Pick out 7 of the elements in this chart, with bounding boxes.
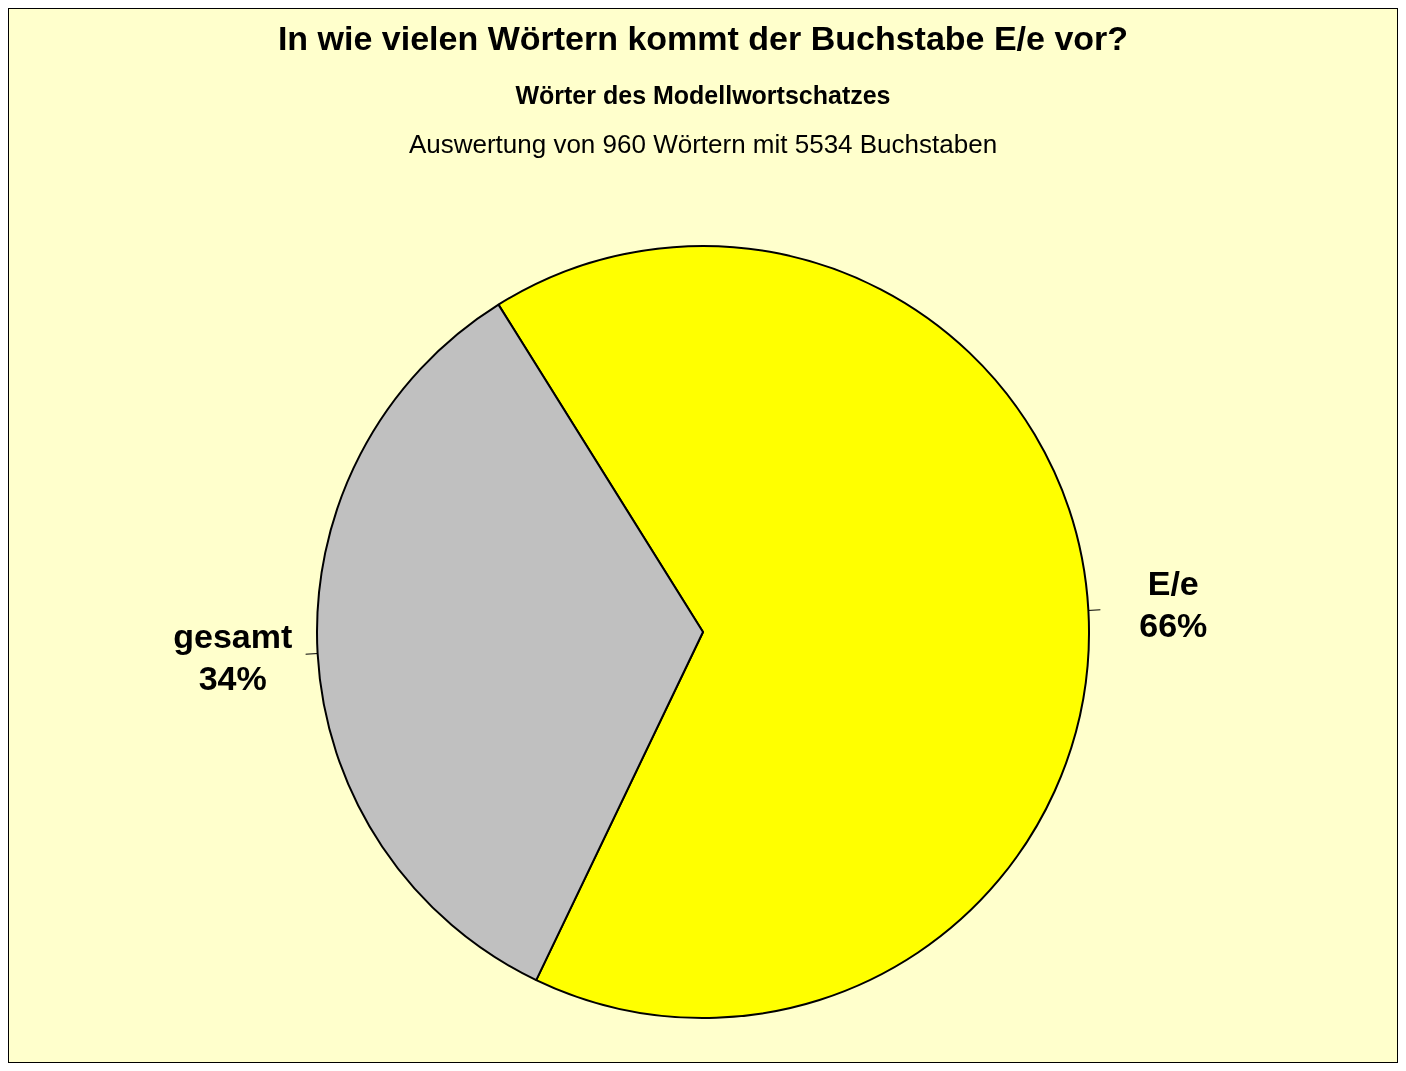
data-label: 66% — [1139, 606, 1208, 645]
chart-subtitle: Wörter des Modellwortschatzes — [514, 81, 892, 110]
text: Auswertung von 960 Wörtern mit 5534 Buchstaben — [407, 129, 999, 160]
slice-label: gesamt — [173, 616, 293, 655]
slice-label: E/e — [1147, 564, 1199, 603]
data-label: 34% — [198, 658, 267, 697]
chart-title: In wie vielen Wörtern kommt der Buchstabe E/e vor? — [276, 19, 1130, 58]
